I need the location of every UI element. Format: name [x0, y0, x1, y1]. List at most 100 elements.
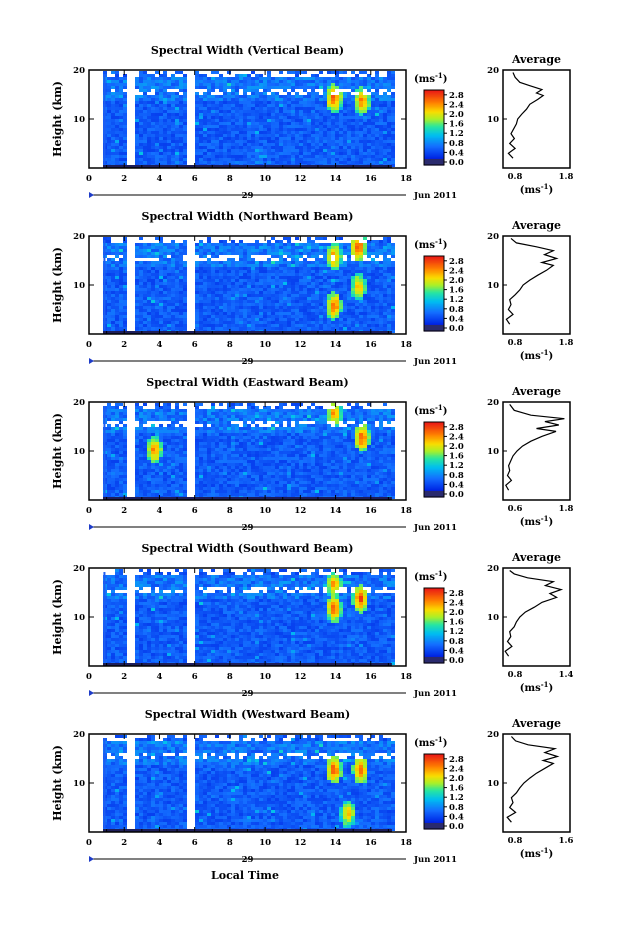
colorbar-tick-label: 2.0: [449, 110, 464, 120]
x-tick-label: 12: [294, 838, 306, 848]
x-tick-label: 4: [156, 174, 162, 184]
unit-exponent: -1: [435, 569, 443, 578]
x-tick-label: 10: [259, 340, 271, 350]
average-x-tick-label: 0.8: [508, 172, 523, 182]
average-y-tick-label: 10: [487, 779, 499, 789]
y-axis-label: Height (km): [51, 81, 64, 157]
panel-title: Spectral Width (Northward Beam): [142, 210, 354, 223]
date-label: Jun 2011: [413, 357, 457, 367]
average-title: Average: [511, 385, 561, 398]
x-tick-label: 2: [121, 672, 127, 682]
x-tick-label: 12: [294, 506, 306, 516]
x-tick-label: 16: [365, 506, 377, 516]
colorbar-tick-label: 1.6: [449, 618, 464, 628]
unit-exponent: -1: [435, 237, 443, 246]
x-axis-label: Local Time: [211, 869, 279, 882]
unit-exponent: -1: [541, 514, 549, 523]
average-profile: Average 10 20 0.8 1.8 (ms-1): [487, 219, 573, 362]
unit-exponent: -1: [541, 348, 549, 357]
colorbar-tick-label: 1.2: [449, 793, 464, 803]
x-tick-label: 4: [156, 838, 162, 848]
average-y-tick-label: 20: [487, 564, 499, 574]
y-tick-label: 10: [73, 613, 85, 623]
average-x-tick-label: 1.8: [559, 338, 574, 348]
colorbar-frame: [423, 89, 445, 166]
x-tick-label: 16: [365, 340, 377, 350]
colorbar-tick-label: 2.0: [449, 608, 464, 618]
x-tick-label: 2: [121, 340, 127, 350]
colorbar-bottom-band: [424, 491, 444, 497]
day-bar-marker: [89, 856, 94, 862]
colorbar-tick-label: 0.8: [449, 803, 464, 813]
day-bar-marker: [89, 192, 94, 198]
colorbar-tick-label: 2.8: [449, 423, 464, 433]
x-tick-label: 10: [259, 838, 271, 848]
unit-close: ): [443, 74, 448, 85]
average-x-label: (ms-1): [520, 348, 553, 362]
day-bar-marker: [89, 524, 94, 530]
sparse-column: [103, 74, 106, 164]
average-frame: [502, 401, 571, 501]
y-tick-label: 10: [73, 447, 85, 457]
x-tick-label: 0: [86, 672, 92, 682]
unit-exponent: -1: [541, 680, 549, 689]
x-tick-label: 4: [156, 340, 162, 350]
colorbar-tick-label: 0.4: [449, 480, 464, 490]
colorbar-unit: (ms-1): [414, 403, 447, 417]
day-label: 29: [242, 523, 254, 533]
average-line: [505, 404, 565, 491]
colorbar-frame: [423, 587, 445, 664]
x-tick-label: 16: [365, 174, 377, 184]
colorbar-tick-label: 0.0: [449, 158, 464, 168]
colorbar-tick-label: 2.0: [449, 442, 464, 452]
colorbar-unit: (ms-1): [414, 71, 447, 85]
unit-exponent: -1: [435, 403, 443, 412]
colorbar-tick-label: 0.4: [449, 148, 464, 158]
colorbar-frame: [423, 753, 445, 830]
x-tick-label: 4: [156, 506, 162, 516]
colorbar-tick-label: 1.2: [449, 129, 464, 139]
colorbar: 0.00.40.81.21.62.02.42.8(ms-1): [414, 237, 464, 334]
average-y-tick-label: 20: [487, 730, 499, 740]
date-label: Jun 2011: [413, 191, 457, 201]
colorbar-tick-label: 2.4: [449, 432, 464, 442]
day-label: 29: [242, 357, 254, 367]
y-tick-label: 20: [73, 730, 85, 740]
colorbar: 0.00.40.81.21.62.02.42.8(ms-1): [414, 403, 464, 500]
unit-base: (ms: [520, 351, 541, 362]
average-y-tick-label: 20: [487, 398, 499, 408]
y-tick-label: 20: [73, 66, 85, 76]
panel-title: Spectral Width (Southward Beam): [141, 542, 353, 555]
colorbar-tick-label: 0.0: [449, 324, 464, 334]
colorbar-tick-label: 0.8: [449, 305, 464, 315]
average-line: [506, 736, 560, 823]
unit-close: ): [443, 738, 448, 749]
panel-2: Spectral Width (Northward Beam) 0 2 4 6 8 10 12…: [51, 210, 573, 367]
y-tick-label: 10: [73, 115, 85, 125]
x-tick-label: 2: [121, 174, 127, 184]
colorbar-tick-label: 1.6: [449, 452, 464, 462]
average-y-tick-label: 20: [487, 232, 499, 242]
unit-base: (ms: [414, 74, 435, 85]
colorbar-tick-label: 0.4: [449, 812, 464, 822]
average-x-tick-label: 0.8: [508, 670, 523, 680]
colorbar-tick-label: 2.8: [449, 257, 464, 267]
panel-title: Spectral Width (Eastward Beam): [146, 376, 348, 389]
colorbar: 0.00.40.81.21.62.02.42.8(ms-1): [414, 71, 464, 168]
colorbar-frame: [423, 421, 445, 498]
unit-exponent: -1: [541, 846, 549, 855]
x-tick-label: 12: [294, 174, 306, 184]
average-x-tick-label: 1.6: [559, 836, 574, 846]
unit-base: (ms: [414, 738, 435, 749]
x-tick-label: 6: [192, 174, 198, 184]
colorbar-tick-label: 0.0: [449, 822, 464, 832]
average-y-tick-label: 10: [487, 115, 499, 125]
unit-close: ): [549, 351, 554, 362]
x-tick-label: 6: [192, 838, 198, 848]
colorbar-tick-label: 2.4: [449, 598, 464, 608]
y-axis-label: Height (km): [51, 247, 64, 323]
panel-title: Spectral Width (Westward Beam): [145, 708, 350, 721]
colorbar-tick-label: 0.4: [449, 646, 464, 656]
x-tick-label: 12: [294, 672, 306, 682]
colorbar-tick-label: 1.2: [449, 627, 464, 637]
